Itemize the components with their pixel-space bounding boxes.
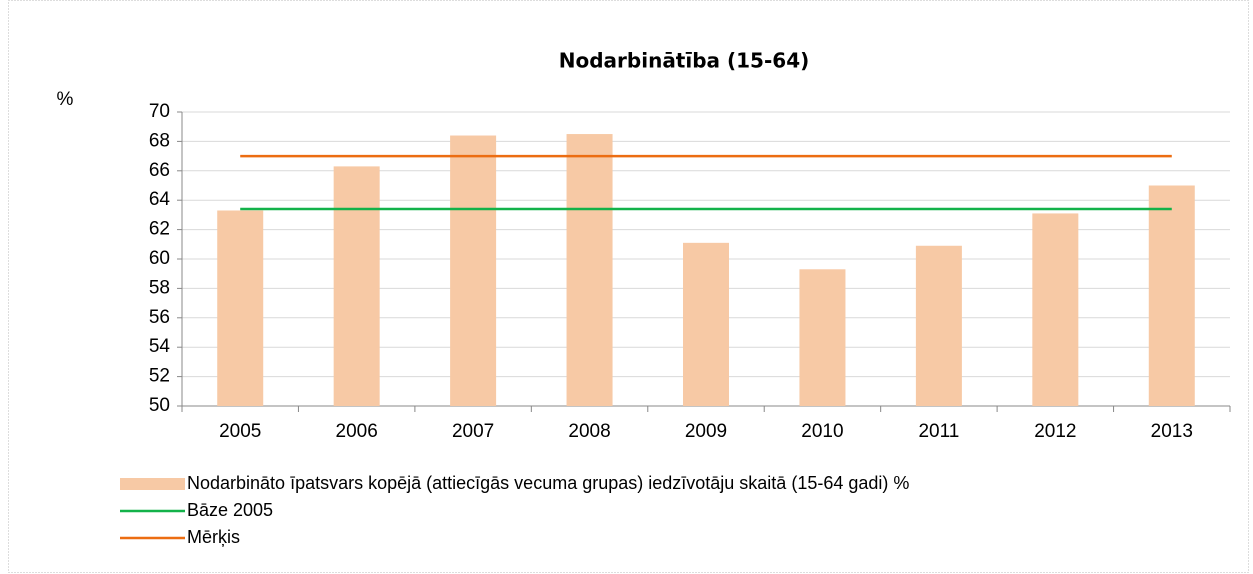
bar	[333, 166, 380, 406]
bar	[450, 135, 497, 406]
x-tick-label: 2005	[219, 421, 261, 442]
y-tick-label: 66	[149, 160, 170, 181]
y-axis-label: %	[57, 89, 74, 110]
bar	[566, 134, 613, 407]
x-tick-label: 2008	[568, 421, 610, 442]
y-tick-label: 64	[149, 189, 171, 210]
legend-label: Nodarbināto īpatsvars kopējā (attiecīgās…	[187, 473, 909, 493]
y-tick-label: 54	[149, 336, 171, 357]
x-tick-label: 2009	[685, 421, 727, 442]
y-tick-label: 56	[149, 307, 170, 328]
bar	[1148, 185, 1195, 406]
legend-label: Bāze 2005	[187, 500, 273, 520]
bar	[1032, 213, 1079, 406]
bar	[217, 210, 264, 406]
x-tick-label: 2013	[1151, 421, 1193, 442]
legend-label: Mērķis	[187, 527, 240, 547]
y-tick-label: 52	[149, 366, 170, 387]
bar	[915, 245, 962, 406]
y-tick-label: 62	[149, 219, 170, 240]
x-tick-label: 2011	[918, 421, 959, 442]
x-tick-label: 2010	[801, 421, 843, 442]
y-tick-label: 70	[149, 101, 170, 122]
x-tick-label: 2006	[336, 421, 378, 442]
bar	[799, 269, 846, 406]
chart-title: Nodarbinātība (15-64)	[559, 49, 810, 73]
bar	[683, 242, 729, 406]
x-tick-label: 2007	[452, 421, 494, 442]
x-tick-label: 2012	[1034, 421, 1076, 442]
y-tick-label: 58	[149, 277, 170, 298]
y-tick-label: 50	[149, 395, 170, 416]
legend-swatch	[120, 478, 185, 490]
y-tick-label: 68	[149, 130, 170, 151]
y-tick-label: 60	[149, 248, 170, 269]
